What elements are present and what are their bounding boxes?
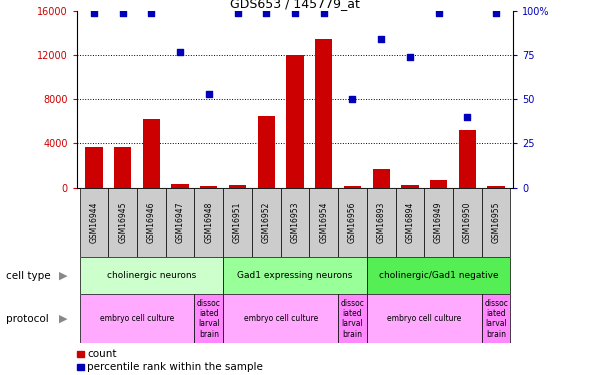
Bar [223, 188, 252, 257]
Point [348, 96, 357, 102]
Bar [80, 257, 223, 294]
Bar [200, 186, 218, 188]
Title: GDS653 / 145779_at: GDS653 / 145779_at [230, 0, 360, 10]
Point [319, 10, 329, 16]
Point [261, 10, 271, 16]
Bar [309, 188, 338, 257]
Bar [424, 188, 453, 257]
Bar [458, 130, 476, 188]
Point [434, 10, 443, 16]
Text: count: count [87, 350, 117, 359]
Text: GSM16956: GSM16956 [348, 201, 357, 243]
Text: GSM16950: GSM16950 [463, 201, 472, 243]
Bar [80, 188, 109, 257]
Bar [229, 185, 246, 188]
Bar [223, 294, 338, 343]
Text: Gad1 expressing neurons: Gad1 expressing neurons [237, 271, 353, 280]
Bar [166, 188, 195, 257]
Text: ▶: ▶ [60, 271, 68, 280]
Text: GSM16948: GSM16948 [204, 201, 214, 243]
Point [233, 10, 242, 16]
Bar [367, 188, 395, 257]
Text: GSM16894: GSM16894 [405, 201, 414, 243]
Bar [481, 188, 510, 257]
Bar [137, 188, 166, 257]
Bar [401, 185, 418, 188]
Point [290, 10, 300, 16]
Text: dissoc
iated
larval
brain: dissoc iated larval brain [197, 298, 221, 339]
Text: GSM16953: GSM16953 [290, 201, 300, 243]
Bar [281, 188, 309, 257]
Bar [487, 186, 504, 188]
Text: cholinergic neurons: cholinergic neurons [107, 271, 196, 280]
Bar [80, 294, 195, 343]
Bar [367, 294, 481, 343]
Bar [223, 257, 367, 294]
Bar [195, 188, 223, 257]
Text: GSM16893: GSM16893 [376, 201, 386, 243]
Bar [86, 147, 103, 188]
Bar [252, 188, 281, 257]
Bar [172, 184, 189, 188]
Bar [430, 180, 447, 188]
Text: embryo cell culture: embryo cell culture [244, 314, 318, 323]
Point [376, 36, 386, 42]
Bar [315, 39, 332, 188]
Text: GSM16947: GSM16947 [176, 201, 185, 243]
Bar [338, 188, 367, 257]
Text: dissoc
iated
larval
brain: dissoc iated larval brain [484, 298, 508, 339]
Bar [367, 257, 510, 294]
Bar [286, 56, 304, 188]
Text: cholinergic/Gad1 negative: cholinergic/Gad1 negative [379, 271, 499, 280]
Bar [195, 294, 223, 343]
Text: GSM16944: GSM16944 [90, 201, 99, 243]
Point [405, 54, 415, 60]
Bar [114, 147, 131, 188]
Text: GSM16955: GSM16955 [491, 201, 500, 243]
Text: cell type: cell type [6, 271, 51, 280]
Text: dissoc
iated
larval
brain: dissoc iated larval brain [340, 298, 365, 339]
Bar [338, 294, 367, 343]
Text: GSM16946: GSM16946 [147, 201, 156, 243]
Text: protocol: protocol [6, 314, 48, 324]
Bar [258, 116, 275, 188]
Text: embryo cell culture: embryo cell culture [100, 314, 174, 323]
Text: GSM16949: GSM16949 [434, 201, 443, 243]
Point [463, 114, 472, 120]
Text: embryo cell culture: embryo cell culture [387, 314, 461, 323]
Text: percentile rank within the sample: percentile rank within the sample [87, 362, 263, 372]
Text: GSM16952: GSM16952 [262, 201, 271, 243]
Bar [395, 188, 424, 257]
Point [175, 49, 185, 55]
Point [147, 10, 156, 16]
Point [89, 10, 99, 16]
Point [204, 91, 214, 97]
Text: GSM16951: GSM16951 [233, 201, 242, 243]
Bar [109, 188, 137, 257]
Text: GSM16954: GSM16954 [319, 201, 328, 243]
Bar [372, 169, 390, 188]
Point [491, 10, 501, 16]
Bar [344, 186, 361, 188]
Bar [481, 294, 510, 343]
Text: ▶: ▶ [60, 314, 68, 324]
Bar [453, 188, 481, 257]
Point [118, 10, 127, 16]
Bar [143, 119, 160, 188]
Text: GSM16945: GSM16945 [118, 201, 127, 243]
